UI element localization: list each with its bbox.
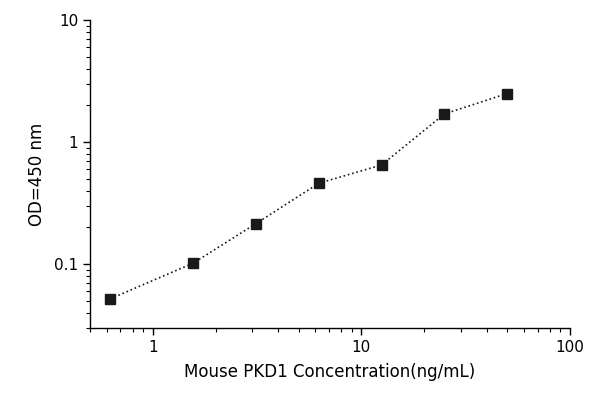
X-axis label: Mouse PKD1 Concentration(ng/mL): Mouse PKD1 Concentration(ng/mL) <box>184 363 476 381</box>
Y-axis label: OD=450 nm: OD=450 nm <box>28 122 46 226</box>
